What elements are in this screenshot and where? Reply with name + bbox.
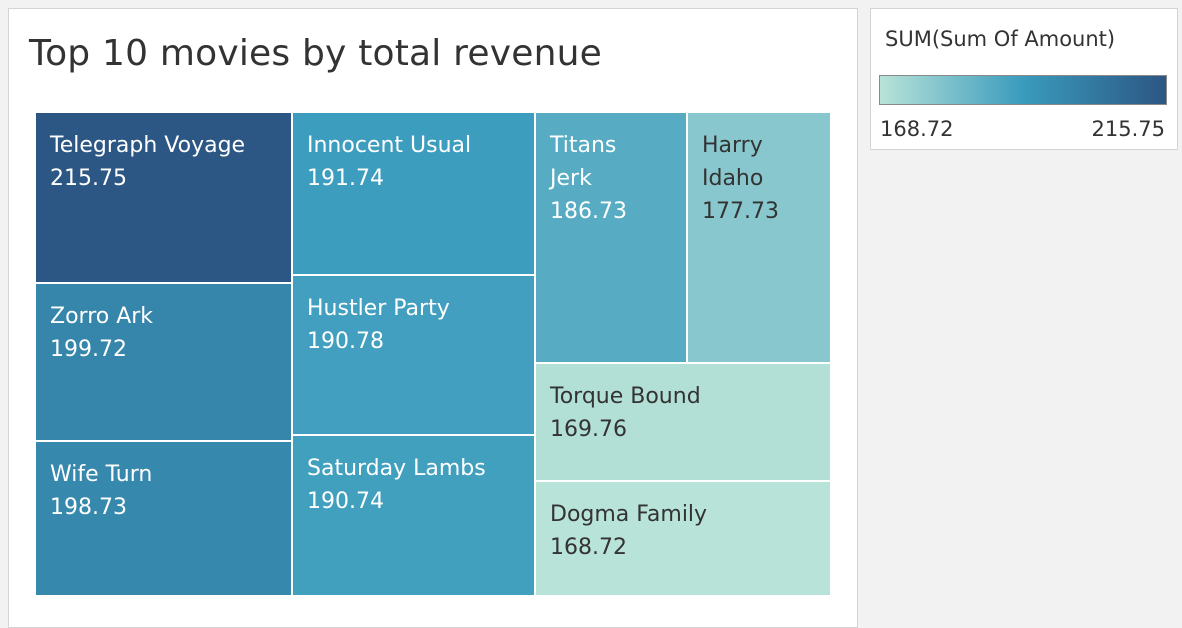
treemap-tile[interactable]: Dogma Family 168.72 — [536, 482, 832, 597]
tile-value-label: 190.78 — [307, 329, 384, 354]
tile-label-block: Dogma Family 168.72 — [550, 498, 824, 564]
treemap-tile[interactable]: Saturday Lambs 190.74 — [293, 436, 536, 597]
tile-value-label: 168.72 — [550, 535, 627, 560]
treemap-tile[interactable]: Zorro Ark 199.72 — [36, 284, 293, 442]
tile-value-label: 199.72 — [50, 337, 127, 362]
tile-label-block: Harry Idaho 177.73 — [702, 129, 824, 228]
treemap-tile[interactable]: Harry Idaho 177.73 — [688, 113, 832, 364]
treemap-tile[interactable]: Torque Bound 169.76 — [536, 364, 832, 482]
tile-name-label: Dogma Family — [550, 502, 708, 527]
legend-title: SUM(Sum Of Amount) — [885, 27, 1116, 51]
legend-max-label: 215.75 — [1091, 117, 1165, 141]
tile-name-label: Saturday Lambs — [307, 456, 486, 481]
treemap-tile[interactable]: Titans Jerk 186.73 — [536, 113, 688, 364]
tile-name-label: Wife Turn — [50, 462, 153, 487]
tile-name-label: Titans Jerk — [550, 133, 617, 191]
tile-label-block: Saturday Lambs 190.74 — [307, 452, 528, 518]
tile-name-label: Harry Idaho — [702, 133, 764, 191]
tile-label-block: Innocent Usual 191.74 — [307, 129, 528, 195]
treemap-tile[interactable]: Hustler Party 190.78 — [293, 276, 536, 436]
tile-value-label: 169.76 — [550, 417, 627, 442]
legend-gradient-bar — [879, 75, 1167, 105]
tile-label-block: Wife Turn 198.73 — [50, 458, 285, 524]
chart-title: Top 10 movies by total revenue — [29, 33, 602, 74]
legend-min-label: 168.72 — [880, 117, 954, 141]
tile-value-label: 191.74 — [307, 166, 384, 191]
tile-label-block: Telegraph Voyage 215.75 — [50, 129, 285, 195]
tile-value-label: 215.75 — [50, 166, 127, 191]
treemap-tile[interactable]: Wife Turn 198.73 — [36, 442, 293, 597]
tile-label-block: Torque Bound 169.76 — [550, 380, 824, 446]
tile-name-label: Innocent Usual — [307, 133, 472, 158]
tile-value-label: 198.73 — [50, 495, 127, 520]
tile-name-label: Zorro Ark — [50, 304, 154, 329]
color-legend: SUM(Sum Of Amount) 168.72 215.75 — [870, 8, 1178, 150]
tile-name-label: Telegraph Voyage — [50, 133, 246, 158]
tile-name-label: Torque Bound — [550, 384, 701, 409]
tile-name-label: Hustler Party — [307, 296, 450, 321]
tile-value-label: 186.73 — [550, 199, 627, 224]
tile-label-block: Zorro Ark 199.72 — [50, 300, 285, 366]
tile-value-label: 177.73 — [702, 199, 779, 224]
treemap-tile[interactable]: Innocent Usual 191.74 — [293, 113, 536, 276]
tile-label-block: Titans Jerk 186.73 — [550, 129, 680, 228]
treemap-tile[interactable]: Telegraph Voyage 215.75 — [36, 113, 293, 284]
tile-value-label: 190.74 — [307, 489, 384, 514]
tile-label-block: Hustler Party 190.78 — [307, 292, 528, 358]
